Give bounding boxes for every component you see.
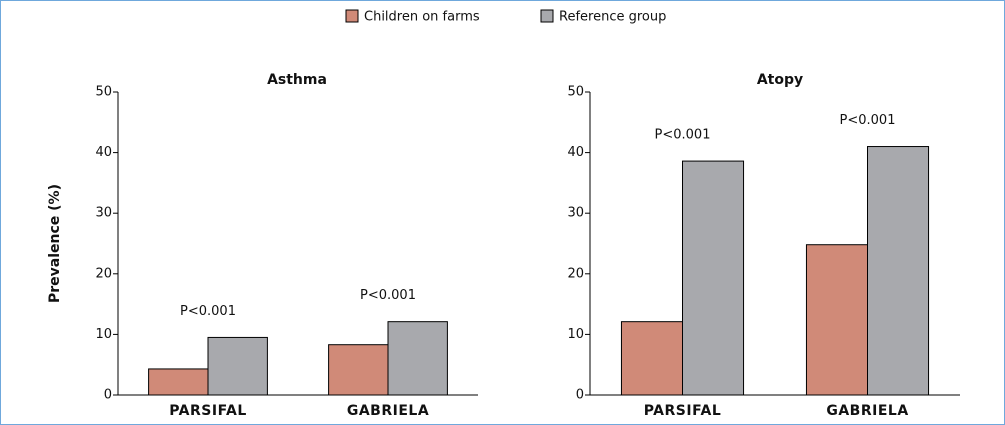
legend-swatch	[540, 9, 554, 23]
y-tick-label: 0	[576, 388, 584, 403]
bar	[682, 160, 745, 396]
chart-title: Atopy	[757, 72, 803, 88]
x-tick-label: GABRIELA	[826, 403, 908, 419]
bar	[328, 344, 389, 396]
x-tick-label: GABRIELA	[347, 403, 429, 419]
y-tick-label: 40	[567, 145, 584, 160]
y-tick-label: 50	[95, 85, 112, 100]
bar	[387, 321, 448, 396]
x-tick-label: PARSIFAL	[644, 403, 722, 419]
y-tick-label: 0	[104, 388, 112, 403]
annotation: P<0.001	[840, 113, 896, 128]
y-axis-label: Prevalence (%)	[47, 184, 63, 303]
legend-label: Reference group	[559, 10, 666, 25]
legend-swatch	[345, 9, 359, 23]
bar	[620, 321, 684, 396]
y-tick-label: 30	[95, 206, 112, 221]
y-tick-label: 20	[567, 266, 584, 281]
bar	[207, 336, 268, 396]
chart-title: Asthma	[267, 72, 327, 88]
legend-label: Children on farms	[364, 10, 480, 25]
y-tick-label: 20	[95, 266, 112, 281]
y-tick-label: 10	[95, 327, 112, 342]
y-tick-label: 30	[567, 206, 584, 221]
y-tick-label: 40	[95, 145, 112, 160]
y-tick-label: 10	[567, 327, 584, 342]
annotation: P<0.001	[180, 304, 236, 319]
bar	[867, 146, 930, 396]
bar	[805, 244, 869, 396]
x-tick-label: PARSIFAL	[169, 403, 247, 419]
y-tick-label: 50	[567, 85, 584, 100]
bar	[148, 368, 209, 396]
annotation: P<0.001	[655, 128, 711, 143]
annotation: P<0.001	[360, 288, 416, 303]
